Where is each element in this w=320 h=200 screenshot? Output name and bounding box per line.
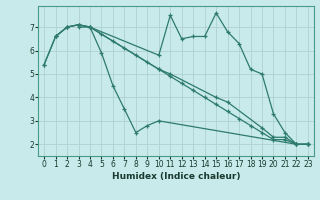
X-axis label: Humidex (Indice chaleur): Humidex (Indice chaleur) — [112, 172, 240, 181]
